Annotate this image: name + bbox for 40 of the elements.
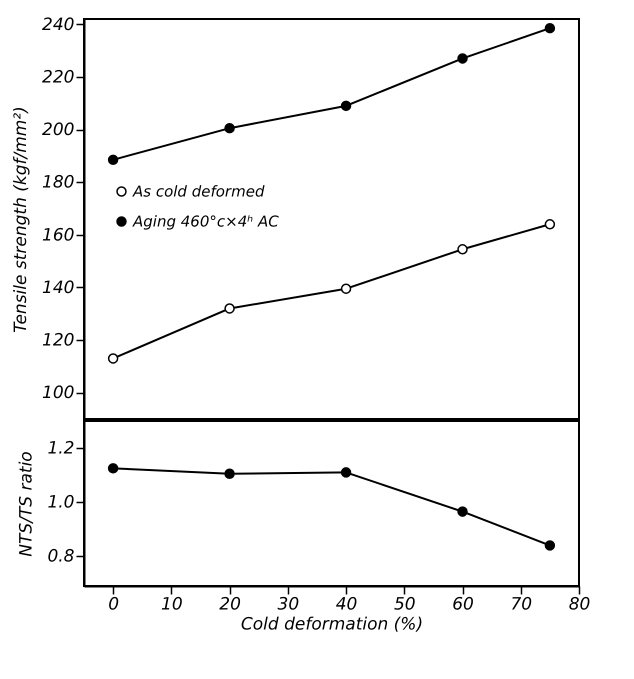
point (340, 100, 352, 112)
x-tick-label: 50 (394, 594, 416, 614)
point (457, 244, 468, 254)
x-tick-label: 10 (161, 594, 183, 614)
x-tick-label: 20 (219, 594, 241, 614)
y-tick-label: 240 (42, 14, 74, 35)
y-tick-label: 100 (42, 383, 74, 404)
x-tick-label: 40 (336, 594, 358, 614)
point (544, 219, 556, 230)
x-tick-label: 60 (452, 594, 474, 614)
point (108, 353, 118, 364)
point (340, 467, 352, 478)
legend-label: As cold deformed (132, 182, 265, 200)
point (544, 22, 556, 34)
y-axis-title: Tensile strength (kgf/mm²) (11, 106, 32, 333)
point (108, 463, 118, 474)
y-tick-label: 120 (42, 330, 74, 351)
x-axis-title: Cold deformation (%) (240, 614, 424, 634)
x-tick-label: 70 (510, 594, 532, 614)
y-tick-label: 0.8 (47, 546, 75, 567)
y-tick-label: 1.0 (47, 492, 74, 513)
point (544, 540, 556, 551)
y-tick-label: 1.2 (47, 438, 74, 459)
point (457, 506, 468, 517)
y-tick-label: 200 (42, 120, 74, 140)
y-tick-label: 140 (42, 278, 74, 298)
point (457, 53, 468, 64)
y-tick-label: 160 (42, 225, 74, 246)
x-tick-label: 30 (278, 594, 300, 614)
y-axis-title: NTS/TS ratio (16, 451, 36, 557)
x-tick-label: 80 (568, 594, 590, 614)
point (224, 122, 235, 134)
x-tick-label: 0 (108, 594, 120, 614)
point (108, 154, 118, 166)
legend-label: Aging 460°c×4ʰ AC (132, 212, 280, 230)
point (340, 284, 352, 294)
y-tick-label: 180 (42, 172, 74, 193)
point (224, 303, 235, 314)
point (224, 468, 235, 479)
y-tick-label: 220 (42, 67, 74, 88)
